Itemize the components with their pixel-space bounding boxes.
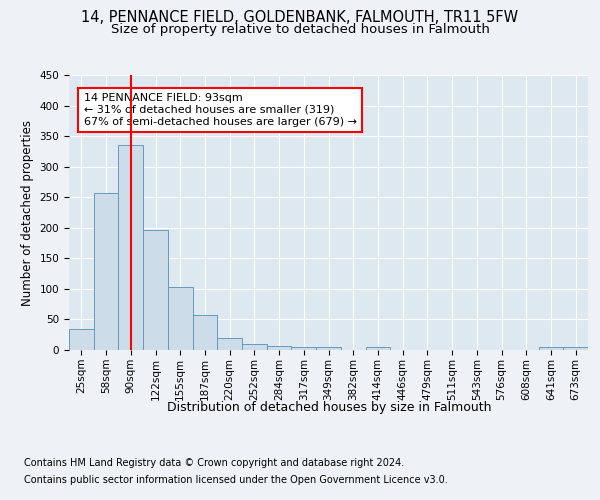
Y-axis label: Number of detached properties: Number of detached properties (21, 120, 34, 306)
Text: Size of property relative to detached houses in Falmouth: Size of property relative to detached ho… (110, 24, 490, 36)
Text: 14, PENNANCE FIELD, GOLDENBANK, FALMOUTH, TR11 5FW: 14, PENNANCE FIELD, GOLDENBANK, FALMOUTH… (82, 10, 518, 25)
Bar (365, 347, 390, 350)
Bar (242, 344, 267, 350)
Bar (94, 193, 118, 350)
Text: Contains public sector information licensed under the Open Government Licence v3: Contains public sector information licen… (24, 475, 448, 485)
Text: 14 PENNANCE FIELD: 93sqm
← 31% of detached houses are smaller (319)
67% of semi-: 14 PENNANCE FIELD: 93sqm ← 31% of detach… (84, 94, 357, 126)
Text: Contains HM Land Registry data © Crown copyright and database right 2024.: Contains HM Land Registry data © Crown c… (24, 458, 404, 468)
Bar (316, 347, 341, 350)
Bar (539, 347, 563, 350)
Bar (69, 328, 94, 350)
Bar (563, 347, 588, 350)
Bar (292, 347, 316, 350)
Bar (118, 146, 143, 350)
Bar (168, 287, 193, 350)
Bar (267, 346, 292, 350)
Bar (193, 315, 217, 350)
Text: Distribution of detached houses by size in Falmouth: Distribution of detached houses by size … (167, 401, 491, 414)
Bar (143, 230, 168, 350)
Bar (217, 338, 242, 350)
